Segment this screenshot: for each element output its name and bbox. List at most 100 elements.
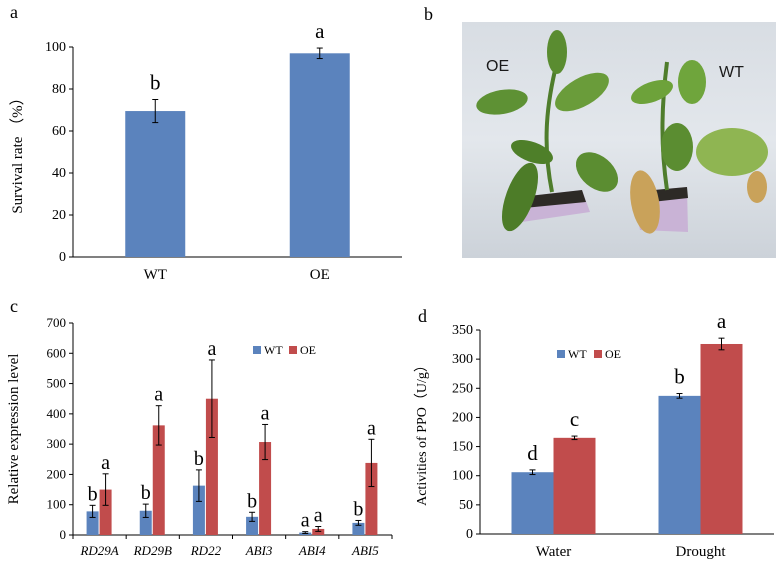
y-tick-label: 0 <box>59 250 66 265</box>
y-tick-label: 80 <box>52 82 66 97</box>
wt-stem <box>660 61 669 191</box>
significance-letter: a <box>207 338 216 360</box>
y-tick-label: 100 <box>452 469 473 484</box>
y-tick-label: 60 <box>52 124 66 139</box>
bar-wt-rd29b <box>139 510 152 535</box>
significance-letter: b <box>674 365 685 389</box>
significance-letter: b <box>150 71 161 95</box>
significance-letter: a <box>101 452 110 474</box>
bar-oe-abi3 <box>259 442 272 535</box>
legend-swatch-oe <box>289 346 297 354</box>
bar-oe-abi5 <box>365 462 378 535</box>
legend-swatch-oe <box>594 350 602 358</box>
significance-letter: b <box>141 482 151 504</box>
y-tick-label: 300 <box>452 352 473 367</box>
plant-photo: OE WT <box>462 22 776 258</box>
y-tick-label: 350 <box>452 323 473 338</box>
y-tick-label: 700 <box>47 315 67 330</box>
legend-swatch-wt <box>253 346 261 354</box>
bar-wt-water <box>511 472 554 534</box>
y-axis-label: Survival rate （%） <box>9 90 26 213</box>
significance-letter: a <box>301 510 310 532</box>
y-tick-label: 40 <box>52 166 66 181</box>
wt-wilted-leaf <box>747 171 767 203</box>
significance-letter: c <box>570 407 579 431</box>
significance-letter: a <box>314 505 323 527</box>
bar-wt-abi5 <box>352 522 365 535</box>
category-label: OE <box>310 267 330 283</box>
y-axis-label: Relative expression level <box>6 354 22 505</box>
wt-leaf <box>678 60 706 104</box>
y-tick-label: 250 <box>452 381 473 396</box>
wt-leaf <box>661 123 693 171</box>
bar-wt-abi3 <box>246 516 259 535</box>
significance-letter: b <box>353 498 363 520</box>
legend-label-oe: OE <box>605 347 621 361</box>
significance-letter: d <box>527 441 538 465</box>
category-label: ABI4 <box>298 543 326 558</box>
oe-leaf <box>501 162 539 232</box>
y-tick-label: 50 <box>459 498 473 513</box>
y-tick-label: 100 <box>47 497 67 512</box>
category-label: RD29B <box>133 543 172 558</box>
category-label: ABI5 <box>351 543 379 558</box>
panel-letter-c: c <box>10 296 18 316</box>
category-label: RD29A <box>79 543 118 558</box>
bar-oe-rd22 <box>205 398 218 535</box>
oe-stem <box>544 61 559 193</box>
y-tick-label: 0 <box>466 527 473 542</box>
category-label: Water <box>536 544 571 560</box>
bar-wt-rd22 <box>192 485 205 535</box>
legend-label-wt: WT <box>568 347 587 361</box>
panel-letter-a: a <box>10 2 18 22</box>
wt-leaf <box>696 128 768 176</box>
y-axis-label: Activities of PPO（U/g） <box>414 358 430 506</box>
legend-swatch-wt <box>557 350 565 358</box>
significance-letter: a <box>154 384 163 406</box>
y-tick-label: 500 <box>47 376 67 391</box>
significance-letter: b <box>194 448 204 470</box>
oe-leaf <box>511 139 553 165</box>
y-tick-label: 200 <box>47 466 67 481</box>
bar-oe-rd29a <box>99 489 112 535</box>
bar-value-oe <box>289 53 350 257</box>
oe-soil <box>520 190 586 208</box>
y-tick-label: 0 <box>60 527 67 542</box>
category-label: ABI3 <box>245 543 273 558</box>
category-label: WT <box>144 267 167 283</box>
significance-letter: a <box>261 402 270 424</box>
panel-letter-d: d <box>418 306 427 326</box>
oe-plant-label: OE <box>486 58 510 75</box>
oe-leaf <box>555 72 609 112</box>
significance-letter: a <box>315 19 325 43</box>
bar-wt-drought <box>658 395 701 534</box>
oe-leaf <box>547 30 567 74</box>
y-tick-label: 400 <box>47 406 67 421</box>
bar-oe-drought <box>700 343 743 534</box>
y-tick-label: 300 <box>47 436 67 451</box>
y-tick-label: 200 <box>452 410 473 425</box>
bar-oe-rd29b <box>152 425 165 535</box>
y-tick-label: 150 <box>452 440 473 455</box>
bar-oe-abi4 <box>312 528 325 535</box>
oe-leaf <box>476 89 528 115</box>
oe-leaf <box>575 152 619 192</box>
panel-letter-b: b <box>424 4 433 24</box>
y-tick-label: 100 <box>45 40 66 55</box>
legend-label-wt: WT <box>264 343 283 357</box>
plant-illustration <box>476 30 768 234</box>
significance-letter: a <box>717 309 727 333</box>
significance-letter: b <box>247 490 257 512</box>
legend-label-oe: OE <box>300 343 316 357</box>
y-tick-label: 20 <box>52 208 66 223</box>
category-label: Drought <box>676 544 727 560</box>
wt-leaf <box>631 79 673 105</box>
bar-oe-water <box>553 437 596 534</box>
significance-letter: b <box>88 483 98 505</box>
y-tick-label: 600 <box>47 345 67 360</box>
wt-plant-label: WT <box>719 64 744 81</box>
wt-wilted-leaf <box>630 170 660 234</box>
significance-letter: a <box>367 417 376 439</box>
bar-value-wt <box>125 111 186 257</box>
